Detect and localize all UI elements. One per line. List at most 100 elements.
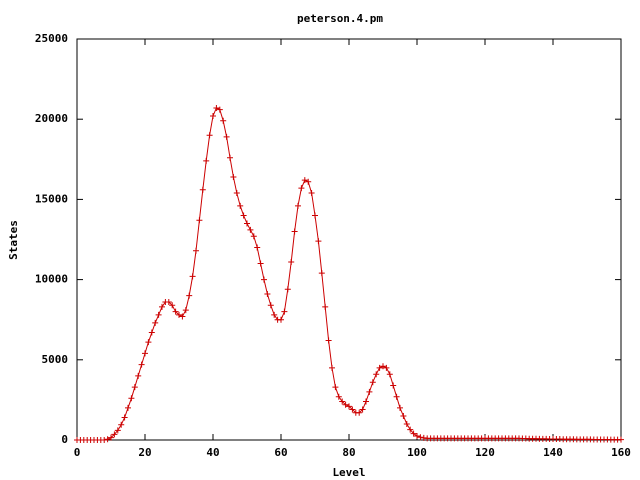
point-marker [366, 388, 373, 395]
point-marker [135, 372, 142, 379]
point-marker [128, 395, 135, 402]
point-marker [172, 308, 179, 315]
point-marker [369, 379, 376, 386]
point-marker [250, 233, 257, 240]
point-marker [312, 212, 318, 219]
point-marker [386, 371, 393, 378]
x-tick-label: 40 [206, 446, 219, 459]
point-marker [397, 404, 403, 411]
point-marker [148, 329, 155, 336]
point-marker [145, 339, 152, 346]
x-tick-label: 100 [407, 446, 427, 459]
point-marker [165, 299, 172, 306]
point-marker [349, 406, 356, 413]
x-tick-label: 0 [74, 446, 81, 459]
x-tick-label: 140 [543, 446, 563, 459]
y-axis-label: States [7, 220, 20, 260]
point-marker [237, 202, 244, 209]
point-marker [373, 371, 380, 378]
point-marker [305, 178, 312, 185]
point-marker [393, 393, 400, 400]
point-marker [182, 307, 189, 314]
point-marker [118, 421, 125, 428]
x-tick-label: 160 [611, 446, 631, 459]
y-tick-label: 10000 [35, 273, 68, 286]
point-marker [142, 350, 148, 357]
y-tick-label: 20000 [35, 112, 68, 125]
x-tick-label: 60 [274, 446, 287, 459]
point-marker [356, 409, 363, 416]
point-marker [400, 412, 407, 419]
x-axis-label: Level [332, 466, 365, 479]
point-marker [380, 363, 386, 370]
point-marker [298, 185, 305, 192]
point-marker [176, 311, 182, 318]
point-marker [169, 302, 176, 309]
point-marker [196, 217, 203, 224]
point-marker [203, 157, 210, 164]
point-marker [376, 364, 383, 371]
point-marker [407, 426, 414, 433]
point-marker [216, 106, 223, 113]
point-marker [121, 414, 128, 421]
point-marker [322, 303, 329, 310]
point-marker [288, 258, 295, 265]
point-marker [284, 286, 291, 293]
point-marker [257, 260, 264, 267]
point-marker [417, 434, 424, 441]
point-marker [233, 189, 240, 196]
point-marker [271, 311, 278, 318]
point-marker [325, 337, 332, 344]
point-marker [101, 437, 108, 443]
y-tick-label: 0 [61, 433, 68, 446]
point-marker [308, 189, 315, 196]
point-marker [346, 403, 352, 410]
point-marker [295, 202, 301, 209]
point-marker [189, 273, 196, 280]
point-marker [278, 316, 284, 323]
x-tick-label: 20 [138, 446, 151, 459]
point-marker [111, 431, 118, 438]
point-marker [339, 398, 346, 405]
y-tick-label: 15000 [35, 192, 68, 205]
point-marker [247, 226, 254, 233]
point-marker [414, 432, 420, 439]
point-marker [108, 434, 114, 441]
point-marker [131, 384, 138, 391]
point-marker [227, 154, 233, 161]
point-marker [318, 270, 325, 277]
point-marker [193, 247, 199, 254]
point-marker [152, 319, 159, 326]
point-marker [410, 430, 417, 437]
point-marker [359, 406, 366, 413]
point-marker [281, 308, 288, 315]
point-marker [264, 291, 271, 298]
point-marker [315, 238, 322, 245]
point-marker [138, 361, 145, 368]
y-tick-label: 5000 [42, 353, 69, 366]
chart-title: peterson.4.pm [297, 12, 383, 25]
point-marker [618, 436, 624, 443]
point-marker [261, 276, 267, 283]
x-tick-label: 120 [475, 446, 495, 459]
point-marker [363, 398, 369, 405]
point-marker [104, 436, 111, 443]
point-marker [186, 292, 193, 299]
point-marker [223, 133, 230, 140]
point-marker [291, 228, 298, 235]
point-marker [301, 177, 308, 184]
point-marker [383, 364, 390, 371]
x-tick-label: 80 [342, 446, 355, 459]
point-marker [213, 104, 220, 111]
point-marker [206, 132, 213, 139]
point-marker [159, 303, 165, 310]
point-marker [210, 112, 216, 119]
point-marker [240, 212, 247, 219]
point-marker [403, 420, 410, 427]
point-marker [155, 311, 162, 318]
point-marker [199, 186, 206, 193]
point-marker [244, 220, 250, 227]
point-marker [390, 382, 397, 389]
point-marker [267, 302, 274, 309]
